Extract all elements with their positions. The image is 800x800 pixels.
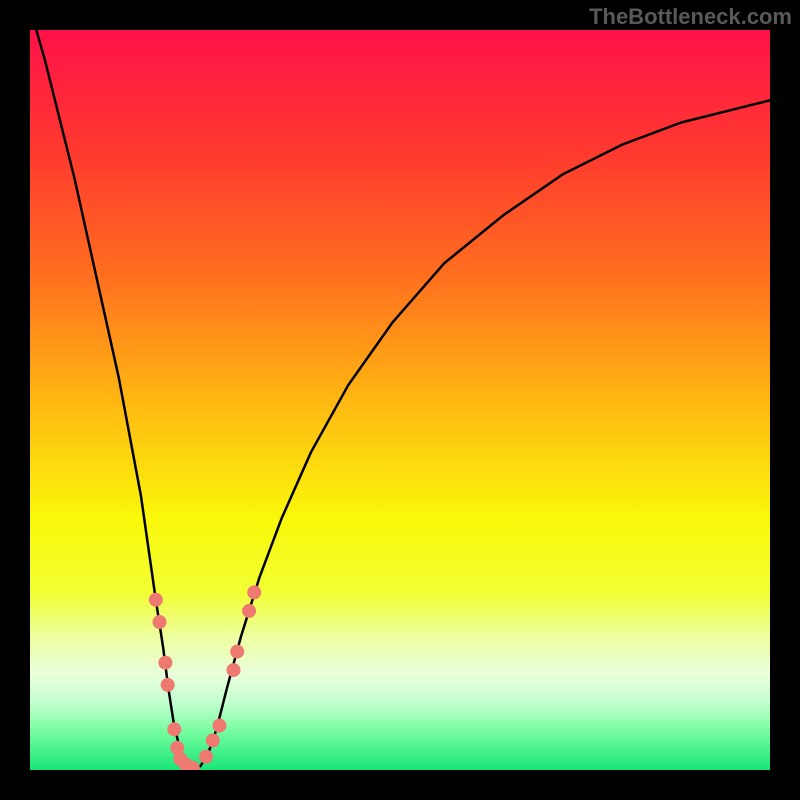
data-marker — [242, 604, 256, 618]
data-marker — [212, 719, 226, 733]
data-marker — [247, 585, 261, 599]
data-marker — [227, 663, 241, 677]
data-marker — [153, 615, 167, 629]
chart-svg — [0, 0, 800, 800]
bottleneck-chart: TheBottleneck.com — [0, 0, 800, 800]
data-marker — [230, 645, 244, 659]
data-marker — [206, 733, 220, 747]
data-marker — [167, 722, 181, 736]
data-marker — [158, 656, 172, 670]
plot-gradient-background — [30, 30, 770, 770]
data-marker — [199, 750, 213, 764]
data-marker — [161, 678, 175, 692]
data-marker — [149, 593, 163, 607]
